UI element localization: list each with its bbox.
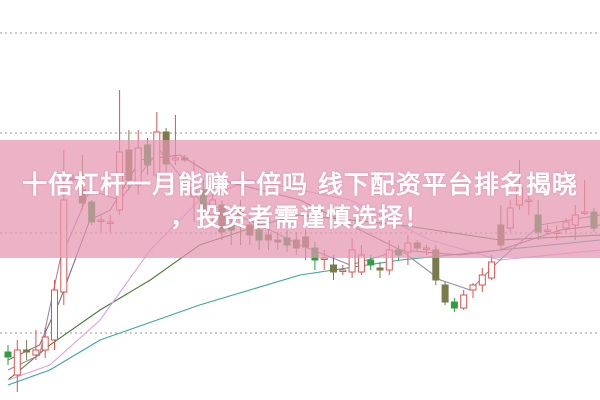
headline-banner (0, 140, 600, 258)
candle-body (51, 289, 58, 341)
candle (51, 280, 58, 350)
candle (13, 340, 21, 392)
candle-body (330, 264, 337, 273)
candle (488, 255, 496, 280)
candle-body (478, 274, 486, 286)
candle (23, 340, 31, 360)
candle (469, 283, 477, 298)
candle-body (13, 349, 21, 376)
candle-body (450, 301, 458, 309)
candle-body (441, 284, 449, 303)
candle-body (320, 257, 328, 260)
candle-body (367, 259, 375, 266)
candle (478, 268, 486, 292)
candle (376, 262, 384, 278)
candle (460, 290, 468, 310)
candle (41, 328, 49, 358)
candle-body (488, 261, 496, 279)
headline-line-2: ，投资者需谨慎选择！ (169, 203, 430, 232)
candle-body (376, 267, 384, 271)
candle-body (460, 294, 468, 309)
candle-body (469, 284, 477, 291)
candle (450, 298, 458, 312)
candle (32, 330, 40, 360)
candle-body (41, 336, 49, 351)
candle (330, 255, 337, 280)
candle-body (32, 349, 40, 356)
candle (4, 345, 12, 365)
candle (339, 265, 347, 275)
headline-line-1: 十倍杠杆一月能赚十倍吗 线下配资平台排名揭晓 (22, 170, 578, 199)
candle-body (23, 349, 31, 353)
candle (441, 282, 449, 305)
candle-body (4, 351, 12, 358)
candle-body (339, 269, 347, 272)
